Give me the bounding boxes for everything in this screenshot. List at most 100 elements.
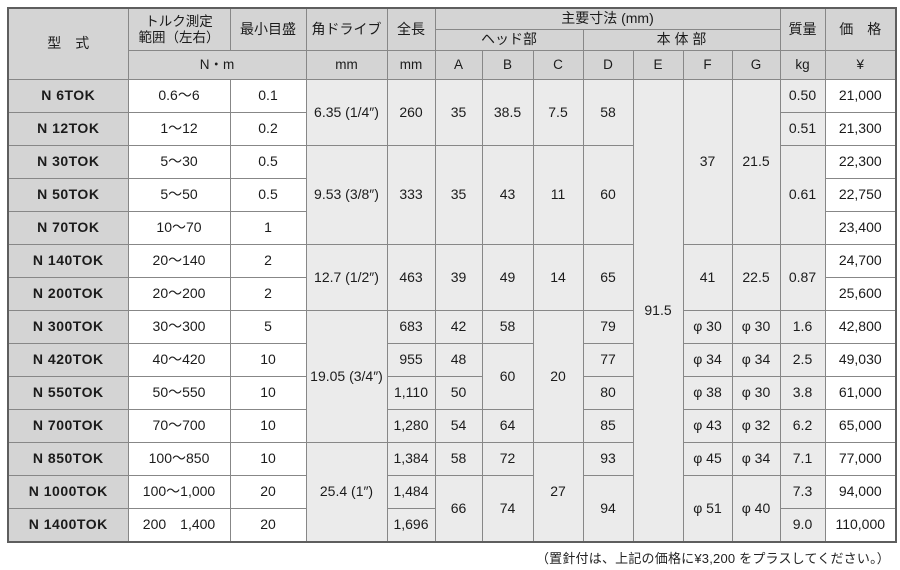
cell-dim-d: 85 [582, 409, 634, 443]
cell-range: 10～70 [127, 211, 231, 245]
header-overall-length: 全長 [386, 7, 436, 51]
cell-range: 70～700 [127, 409, 231, 443]
cell-dim-c: 11 [532, 145, 584, 245]
cell-dim-c: 7.5 [532, 79, 584, 146]
cell-dim-g: 22.5 [731, 244, 781, 311]
cell-range: 5～50 [127, 178, 231, 212]
header-mass: 質量 [779, 7, 826, 51]
header-price: 価 格 [824, 7, 897, 51]
cell-price: 94,000 [824, 475, 897, 509]
cell-price: 42,800 [824, 310, 897, 344]
unit-length-mm: mm [386, 50, 436, 80]
cell-scale: 1 [229, 211, 307, 245]
cell-model: N 550TOK [7, 376, 129, 410]
cell-model: N 140TOK [7, 244, 129, 278]
cell-dim-f: φ 45 [682, 442, 733, 476]
cell-scale: 2 [229, 277, 307, 311]
cell-mass: 1.6 [779, 310, 826, 344]
unit-torque: N・m [127, 50, 307, 80]
unit-mass-kg: kg [779, 50, 826, 80]
cell-length: 333 [386, 145, 436, 245]
cell-scale: 5 [229, 310, 307, 344]
cell-dim-f: φ 43 [682, 409, 733, 443]
cell-model: N 70TOK [7, 211, 129, 245]
cell-price: 77,000 [824, 442, 897, 476]
spec-table: 型 式 トルク測定 範囲（左右） 最小目盛 角ドライブ 全長 主要寸法 (mm)… [7, 7, 897, 543]
unit-drive-mm: mm [305, 50, 388, 80]
cell-scale: 20 [229, 508, 307, 542]
cell-dim-b: 49 [481, 244, 534, 311]
cell-range: 50～550 [127, 376, 231, 410]
cell-length: 1,484 [386, 475, 436, 509]
cell-price: 22,300 [824, 145, 897, 179]
table-row: N 550TOK 50～550 10 1,110 50 80 φ 38 φ 30… [7, 376, 897, 410]
table-row: N 140TOK 20～140 2 12.7 (1/2″) 463 39 49 … [7, 244, 897, 311]
cell-scale: 10 [229, 343, 307, 377]
cell-scale: 20 [229, 475, 307, 509]
header-main-dimensions: 主要寸法 (mm) [434, 7, 781, 30]
header-model: 型 式 [7, 7, 129, 80]
cell-length: 1,696 [386, 508, 436, 542]
unit-price-yen: ¥ [824, 50, 897, 80]
cell-scale: 10 [229, 409, 307, 443]
cell-dim-b: 60 [481, 343, 534, 410]
cell-length: 260 [386, 79, 436, 146]
header-head-section: ヘッド部 [434, 29, 584, 51]
cell-mass: 9.0 [779, 508, 826, 542]
header-torque-range: トルク測定 範囲（左右） [127, 7, 231, 51]
cell-mass: 0.61 [779, 145, 826, 245]
cell-dim-g: φ 32 [731, 409, 781, 443]
cell-dim-g: 21.5 [731, 79, 781, 245]
cell-length: 1,110 [386, 376, 436, 410]
cell-model: N 1400TOK [7, 508, 129, 542]
cell-price: 65,000 [824, 409, 897, 443]
table-row: N 12TOK 1～12 0.2 0.51 21,300 [7, 112, 897, 146]
cell-dim-a: 48 [434, 343, 483, 377]
cell-dim-f: φ 30 [682, 310, 733, 344]
cell-drive: 19.05 (3/4″) [305, 310, 388, 443]
header-body-section: 本 体 部 [582, 29, 781, 51]
cell-dim-b: 43 [481, 145, 534, 245]
cell-length: 1,280 [386, 409, 436, 443]
cell-dim-d: 77 [582, 343, 634, 377]
cell-scale: 10 [229, 442, 307, 476]
cell-dim-a: 39 [434, 244, 483, 311]
table-row: N 200TOK 20～200 2 25,600 [7, 277, 897, 311]
cell-dim-d: 60 [582, 145, 634, 245]
cell-dim-g: φ 34 [731, 343, 781, 377]
cell-mass: 0.51 [779, 112, 826, 146]
cell-dim-f: 41 [682, 244, 733, 311]
cell-model: N 200TOK [7, 277, 129, 311]
table-row: N 300TOK 30～300 5 19.05 (3/4″) 683 42 58… [7, 310, 897, 443]
cell-dim-g: φ 34 [731, 442, 781, 476]
header-torque-range-line2: 範囲（左右） [138, 29, 220, 45]
cell-range: 100～850 [127, 442, 231, 476]
cell-drive: 25.4 (1″) [305, 442, 388, 542]
cell-dim-f: φ 38 [682, 376, 733, 410]
cell-dim-a: 35 [434, 145, 483, 245]
cell-range: 20～200 [127, 277, 231, 311]
table-row: N 70TOK 10～70 1 23,400 [7, 211, 897, 245]
cell-mass: 7.1 [779, 442, 826, 476]
cell-dim-f: φ 34 [682, 343, 733, 377]
cell-price: 21,000 [824, 79, 897, 113]
cell-mass: 0.50 [779, 79, 826, 113]
cell-model: N 12TOK [7, 112, 129, 146]
header-square-drive: 角ドライブ [305, 7, 388, 51]
cell-dim-d: 58 [582, 79, 634, 146]
cell-dim-g: φ 40 [731, 475, 781, 542]
cell-price: 110,000 [824, 508, 897, 542]
cell-dim-b: 58 [481, 310, 534, 344]
cell-dim-c: 20 [532, 310, 584, 443]
table-row: N 1000TOK 100～1,000 20 1,484 66 74 94 φ … [7, 475, 897, 542]
cell-model: N 50TOK [7, 178, 129, 212]
cell-scale: 10 [229, 376, 307, 410]
cell-scale: 0.2 [229, 112, 307, 146]
cell-range: 40～420 [127, 343, 231, 377]
dim-col-f: F [682, 50, 733, 80]
cell-model: N 1000TOK [7, 475, 129, 509]
dim-col-a: A [434, 50, 483, 80]
cell-dim-a: 42 [434, 310, 483, 344]
dim-col-g: G [731, 50, 781, 80]
cell-dim-d: 93 [582, 442, 634, 476]
